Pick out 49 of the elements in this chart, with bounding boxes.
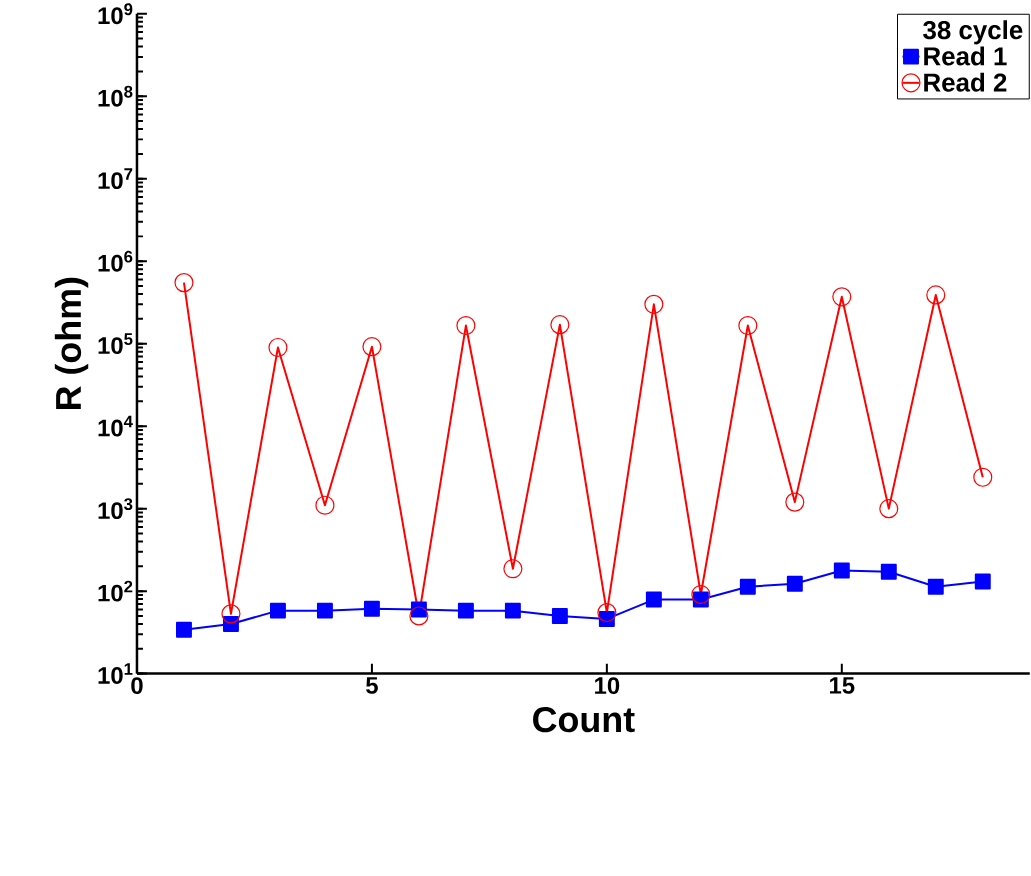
y-tick-label: 10$^{7}$ <box>98 168 133 190</box>
point <box>221 604 241 624</box>
point <box>363 600 380 617</box>
legend-label: Read 2 <box>924 72 1007 92</box>
point <box>974 573 991 590</box>
point <box>269 602 286 619</box>
point <box>174 273 194 293</box>
point <box>551 607 568 624</box>
y-tick-label: 10$^{8}$ <box>98 85 133 107</box>
point <box>456 315 476 336</box>
point <box>597 602 617 623</box>
point <box>738 315 758 336</box>
point <box>879 499 899 519</box>
point <box>316 602 333 619</box>
y-tick-label: 10$^{4}$ <box>98 415 133 437</box>
y-tick-label: 10$^{9}$ <box>98 3 133 25</box>
x-tick-label: 10 <box>595 677 620 695</box>
legend-label: Read 1 <box>924 46 1007 66</box>
point <box>409 606 429 626</box>
point <box>504 602 521 619</box>
y-tick-label: 10$^{6}$ <box>98 250 133 272</box>
point <box>175 621 192 638</box>
point <box>457 602 474 619</box>
point <box>362 337 382 357</box>
point <box>315 495 335 515</box>
y-tick-label: 10$^{3}$ <box>98 498 133 520</box>
point <box>503 559 523 579</box>
point <box>926 285 946 305</box>
point <box>880 563 897 580</box>
x-tick-label: 5 <box>366 677 378 694</box>
point <box>785 492 805 512</box>
point <box>550 315 570 335</box>
point <box>645 591 662 608</box>
point <box>786 575 803 592</box>
point <box>927 578 944 595</box>
point <box>739 578 756 595</box>
point <box>832 287 852 307</box>
y-tick-label: 10$^{5}$ <box>98 333 133 355</box>
point <box>691 584 711 605</box>
x-axis-title: Count <box>533 706 635 733</box>
point <box>644 294 664 314</box>
point <box>833 562 850 579</box>
y-tick-label: 10$^{2}$ <box>98 580 133 602</box>
legend-title: 38 cycle <box>923 20 1023 45</box>
point <box>973 467 993 487</box>
y-axis-title: R (ohm) <box>54 277 89 409</box>
point <box>268 337 288 357</box>
x-tick-label: 15 <box>830 677 855 694</box>
x-tick-label: 0 <box>131 677 143 695</box>
